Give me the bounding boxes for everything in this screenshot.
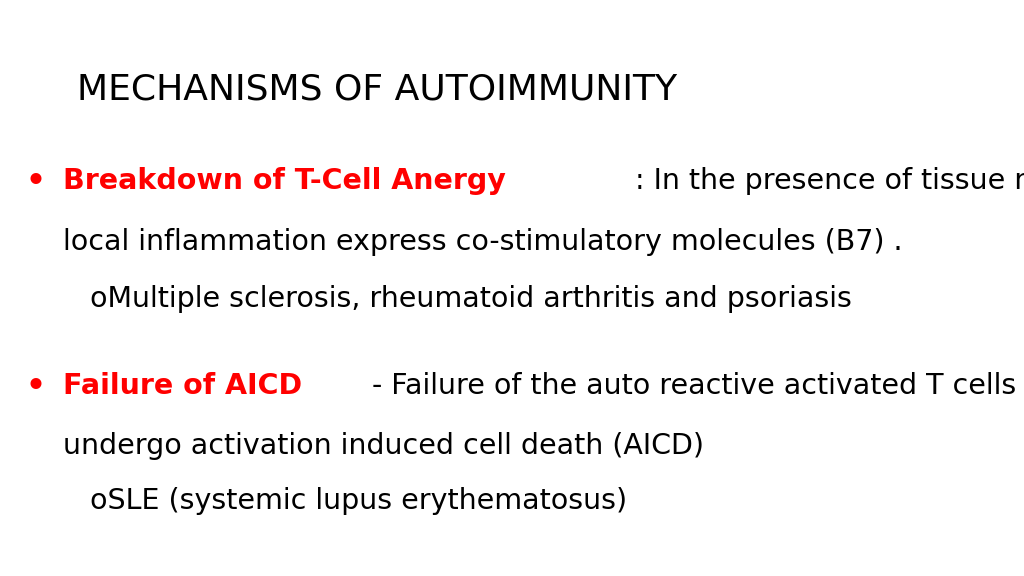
Text: MECHANISMS OF AUTOIMMUNITY: MECHANISMS OF AUTOIMMUNITY xyxy=(77,72,677,106)
Text: local inflammation express co-stimulatory molecules (B7) .: local inflammation express co-stimulator… xyxy=(63,228,903,256)
Text: : In the presence of tissue necrosis and: : In the presence of tissue necrosis and xyxy=(635,167,1024,195)
Text: oSLE (systemic lupus erythematosus): oSLE (systemic lupus erythematosus) xyxy=(90,487,628,515)
Text: Breakdown of T-Cell Anergy: Breakdown of T-Cell Anergy xyxy=(63,167,506,195)
Text: oMultiple sclerosis, rheumatoid arthritis and psoriasis: oMultiple sclerosis, rheumatoid arthriti… xyxy=(90,285,852,313)
Text: •: • xyxy=(26,167,46,196)
Text: - Failure of the auto reactive activated T cells to: - Failure of the auto reactive activated… xyxy=(372,372,1024,400)
Text: undergo activation induced cell death (AICD): undergo activation induced cell death (A… xyxy=(63,432,705,460)
Text: Failure of AICD: Failure of AICD xyxy=(63,372,303,400)
Text: •: • xyxy=(26,372,46,400)
